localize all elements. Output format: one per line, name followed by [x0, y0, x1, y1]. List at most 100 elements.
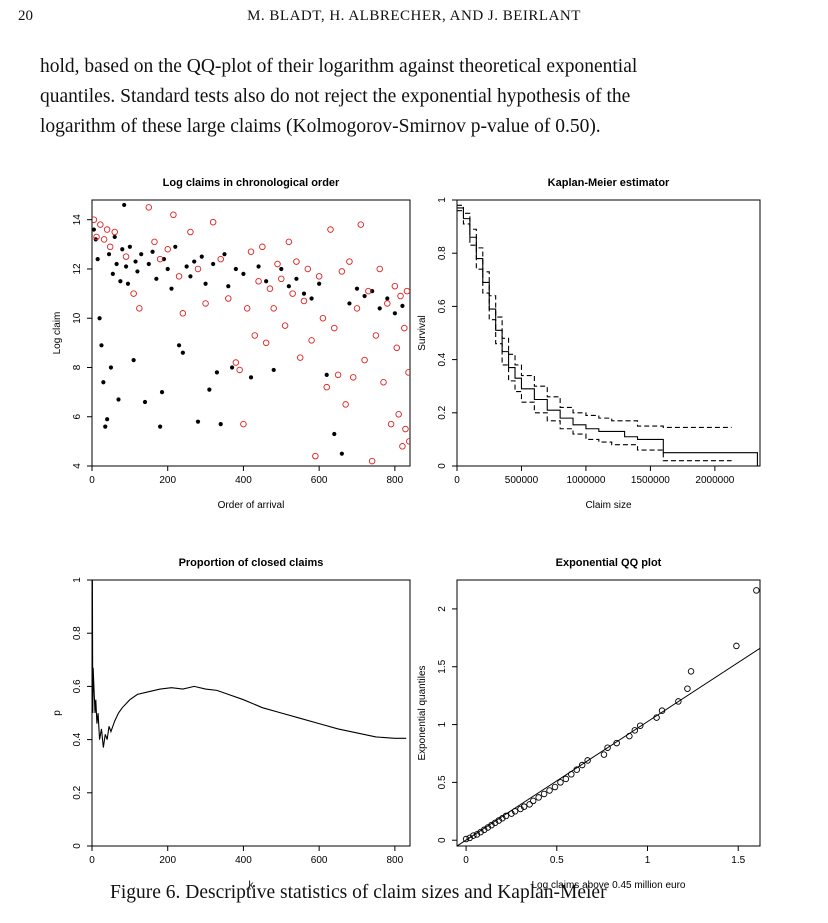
data-point: [304, 265, 312, 273]
data-point: [232, 359, 240, 366]
data-point: [194, 265, 202, 273]
figure-caption: Figure 6. Descriptive statistics of clai…: [110, 882, 607, 903]
data-point: [293, 258, 300, 265]
y-tick-label: 1.5: [437, 659, 448, 673]
closed-claim-point: [199, 254, 204, 259]
data-point: [106, 243, 114, 251]
closed-claim-point: [105, 417, 110, 422]
plot-area: [457, 587, 760, 846]
closed-claim-point: [309, 296, 314, 301]
plot-area: [92, 202, 410, 465]
data-point: [236, 366, 243, 374]
closed-claim-point: [112, 234, 117, 240]
data-point: [319, 314, 327, 322]
data-point: [733, 642, 740, 650]
x-tick-label: 0: [463, 855, 469, 866]
data-point: [93, 233, 100, 241]
data-point: [331, 324, 338, 332]
closed-claim-point: [222, 252, 227, 257]
data-point: [637, 722, 644, 729]
x-tick-label: 1000000: [566, 475, 605, 486]
closed-claim-point: [264, 279, 269, 284]
closed-claim-point: [195, 419, 201, 424]
closed-claim-point: [146, 261, 151, 267]
closed-claim-point: [279, 266, 284, 272]
x-tick-label: 1: [645, 855, 651, 866]
closed-claim-point: [108, 365, 114, 370]
closed-claim-point: [159, 390, 165, 395]
closed-claim-point: [392, 311, 397, 316]
y-tick-label: 10: [72, 312, 83, 324]
closed-claim-point: [133, 259, 138, 264]
data-point: [266, 285, 274, 292]
x-tick-label: 1500000: [631, 475, 670, 486]
data-point: [573, 766, 580, 773]
data-point: [312, 452, 319, 460]
x-tick-label: 2000000: [695, 475, 734, 486]
chart-panel-3: Proportion of closed claims 0 200 400 600 800…: [52, 557, 411, 891]
data-point: [103, 226, 111, 233]
closed-claim-point: [114, 261, 119, 267]
page-number: 20: [18, 8, 33, 24]
x-tick-label: 0: [89, 475, 95, 486]
data-point: [175, 273, 183, 280]
closed-claim-point: [332, 431, 337, 437]
x-tick-label: 600: [311, 475, 328, 486]
data-point: [405, 438, 410, 445]
running-head: M. BLADT, H. ALBRECHER, AND J. BEIRLANT: [247, 8, 581, 24]
data-point: [405, 369, 410, 376]
data-point: [397, 292, 404, 300]
estimate-line: [92, 580, 407, 748]
y-tick-label: 1: [437, 197, 448, 203]
data-point: [247, 248, 255, 255]
y-tick-label: 12: [72, 263, 83, 275]
data-point: [600, 751, 608, 758]
data-point: [402, 425, 409, 433]
data-point: [217, 255, 224, 263]
closed-claim-point: [150, 249, 155, 254]
data-point: [151, 238, 158, 246]
closed-claim-point: [131, 357, 136, 363]
y-tick-label: 1: [72, 577, 83, 583]
y-tick-label: 0: [437, 837, 448, 843]
data-point: [551, 783, 559, 791]
x-tick-label: 0: [454, 475, 460, 486]
chart-panel-1: Log claims in chronological order 0 200 400…: [52, 177, 411, 511]
x-tick-label: 1.5: [731, 855, 745, 866]
data-point: [526, 801, 533, 808]
closed-claim-point: [103, 424, 108, 429]
closed-claim-point: [142, 399, 148, 405]
confidence-band-line: [457, 210, 732, 462]
closed-claim-point: [233, 266, 238, 272]
closed-claim-point: [116, 397, 121, 402]
closed-claim-point: [214, 370, 220, 375]
estimate-line: [457, 207, 758, 466]
data-point: [262, 339, 270, 347]
x-tick-label: 500000: [505, 475, 539, 486]
closed-claim-point: [347, 301, 352, 306]
page-header: 20 M. BLADT, H. ALBRECHER, AND J. BEIRLA…: [0, 8, 828, 32]
closed-claim-point: [354, 286, 360, 291]
closed-claim-point: [271, 367, 276, 373]
closed-claim-point: [135, 269, 140, 274]
closed-claim-point: [125, 281, 131, 286]
y-tick-label: 6: [72, 414, 83, 420]
data-point: [296, 354, 304, 361]
data-point: [136, 305, 143, 312]
data-point: [308, 337, 315, 344]
data-point: [122, 253, 130, 260]
data-point: [251, 332, 259, 339]
closed-claim-point: [122, 202, 127, 208]
confidence-band-line: [457, 204, 732, 428]
data-point: [92, 216, 98, 223]
data-point: [270, 305, 277, 312]
closed-claim-point: [286, 284, 291, 289]
closed-claim-point: [120, 247, 125, 252]
data-point: [687, 668, 695, 675]
y-axis-label: Exponential quantiles: [417, 665, 428, 760]
y-tick-label: 2: [437, 606, 448, 612]
data-point: [384, 300, 391, 307]
reference-line: [457, 647, 760, 846]
x-axis-label: Order of arrival: [218, 500, 285, 511]
